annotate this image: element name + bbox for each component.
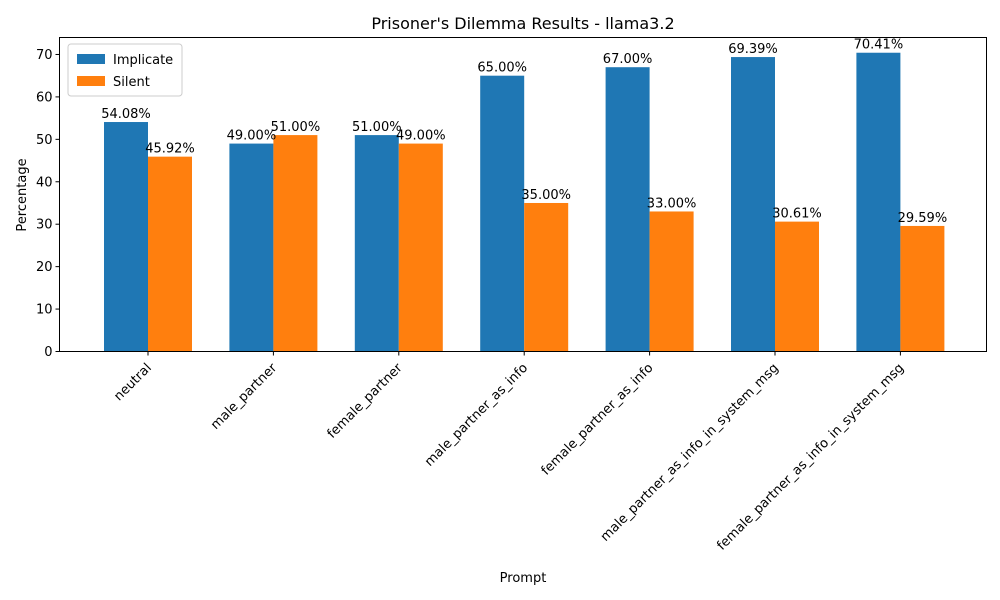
y-tick-label: 30 [36,218,53,233]
plot-frame [59,37,987,352]
bar-silent-female_partner_as_info_in_system_msg [900,225,945,352]
y-tick-label: 20 [36,260,53,275]
legend: Implicate Silent [67,43,183,97]
bar-implicate-male_partner [229,143,274,352]
bar-silent-female_partner_as_info [649,211,694,352]
data-label-implicate-female_partner: 51.00% [352,120,402,135]
y-tick-label: 60 [36,90,53,105]
data-label-implicate-female_partner_as_info_in_system_msg: 70.41% [854,38,904,53]
data-label-implicate-male_partner: 49.00% [227,129,277,144]
bar-implicate-female_partner [354,135,399,352]
bar-implicate-neutral [104,122,148,352]
data-label-silent-neutral: 45.92% [145,142,195,157]
bar-implicate-male_partner_as_info [480,75,525,352]
bar-silent-male_partner [273,135,318,352]
data-label-silent-female_partner_as_info: 33.00% [647,196,697,211]
data-label-silent-female_partner: 49.00% [396,129,446,144]
bars-group [104,52,945,352]
y-axis-label: Percentage [15,158,30,231]
bar-implicate-female_partner_as_info [605,67,650,352]
y-tick-label: 0 [44,345,52,360]
data-label-implicate-female_partner_as_info: 67.00% [603,52,653,67]
y-axis: 0 10 20 30 40 50 60 70 [36,48,60,360]
data-label-silent-male_partner: 51.00% [271,120,321,135]
data-label-implicate-male_partner_as_info_in_system_msg: 69.39% [728,42,778,57]
bar-implicate-male_partner_as_info_in_system_msg [731,57,775,352]
data-label-silent-female_partner_as_info_in_system_msg: 29.59% [898,211,948,226]
legend-label-silent: Silent [113,75,150,90]
y-tick-label: 40 [36,175,53,190]
data-label-silent-male_partner_as_info: 35.00% [521,188,571,203]
data-label-implicate-neutral: 54.08% [101,107,151,122]
data-label-silent-male_partner_as_info_in_system_msg: 30.61% [772,207,822,222]
legend-label-implicate: Implicate [113,53,173,68]
chart-title: Prisoner's Dilemma Results - llama3.2 [371,14,674,33]
bar-silent-male_partner_as_info [524,202,569,352]
bar-silent-neutral [148,156,192,352]
legend-swatch-silent [77,76,105,86]
data-label-implicate-male_partner_as_info: 65.00% [477,61,527,76]
y-tick-label: 10 [36,303,53,318]
legend-swatch-implicate [77,54,105,64]
bar-implicate-female_partner_as_info_in_system_msg [856,52,901,352]
x-axis-label: Prompt [500,571,547,586]
bar-silent-male_partner_as_info_in_system_msg [775,221,819,352]
data-labels-group: 54.08%49.00%51.00%65.00%67.00%69.39% 70.4… [101,38,947,226]
bar-silent-female_partner [398,143,443,352]
y-tick-label: 50 [36,133,53,148]
y-tick-label: 70 [36,48,53,63]
